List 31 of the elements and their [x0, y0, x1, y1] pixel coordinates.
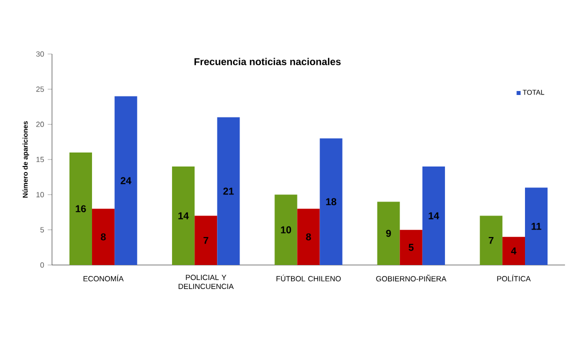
bar [194, 216, 218, 265]
bar [92, 208, 115, 265]
data-label: 16 [76, 205, 86, 212]
bar [172, 166, 195, 265]
bar [69, 152, 92, 265]
data-label: 18 [326, 198, 336, 206]
data-label: 24 [120, 177, 132, 184]
bar [320, 138, 342, 265]
data-label: 11 [532, 222, 542, 230]
bar [400, 230, 422, 265]
data-label: 8 [100, 233, 106, 240]
chart-title: Frecuencia noticias nacionales [194, 58, 341, 66]
data-label: 7 [488, 236, 494, 244]
bar [274, 194, 298, 265]
data-label: 5 [408, 244, 414, 251]
data-label: 9 [386, 230, 391, 237]
data-label: 21 [223, 188, 234, 195]
bar [480, 216, 502, 265]
data-label: 14 [178, 212, 189, 220]
data-label: 14 [428, 212, 440, 220]
bar [422, 166, 445, 265]
data-label: 4 [511, 248, 516, 254]
data-label: 10 [281, 226, 292, 234]
bar [502, 236, 525, 265]
bar [297, 208, 320, 265]
bar [524, 188, 548, 265]
bar [217, 117, 240, 265]
bar [377, 202, 400, 265]
data-label: 7 [204, 236, 208, 244]
bar [114, 96, 138, 265]
data-label: 8 [306, 233, 311, 240]
